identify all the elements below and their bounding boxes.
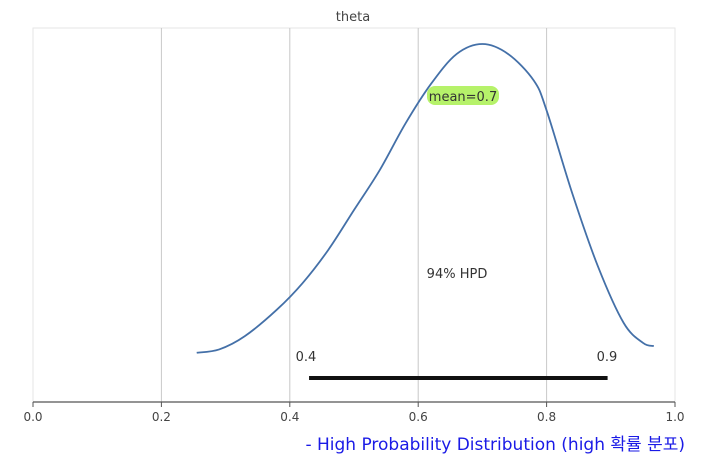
x-tick-label: 0.2 [152,410,171,424]
x-tick-label: 0.6 [409,410,428,424]
hpd-low-label: 0.4 [296,350,317,365]
chart-caption: - High Probability Distribution (high 확률… [305,435,685,455]
mean-label: mean=0.7 [429,90,497,105]
x-axis: 0.0 0.2 0.4 0.6 0.8 1.0 [23,401,685,424]
chart-title: theta [336,10,370,25]
mean-label-background [427,86,499,105]
density-curve [196,43,655,354]
hpd-label: 94% HPD [427,267,488,282]
x-tick-label: 0.4 [280,410,299,424]
x-tick-label: 0.0 [23,410,42,424]
hpd-high-label: 0.9 [597,350,618,365]
x-tick-label: 0.8 [537,410,556,424]
x-tick-label: 1.0 [665,410,684,424]
